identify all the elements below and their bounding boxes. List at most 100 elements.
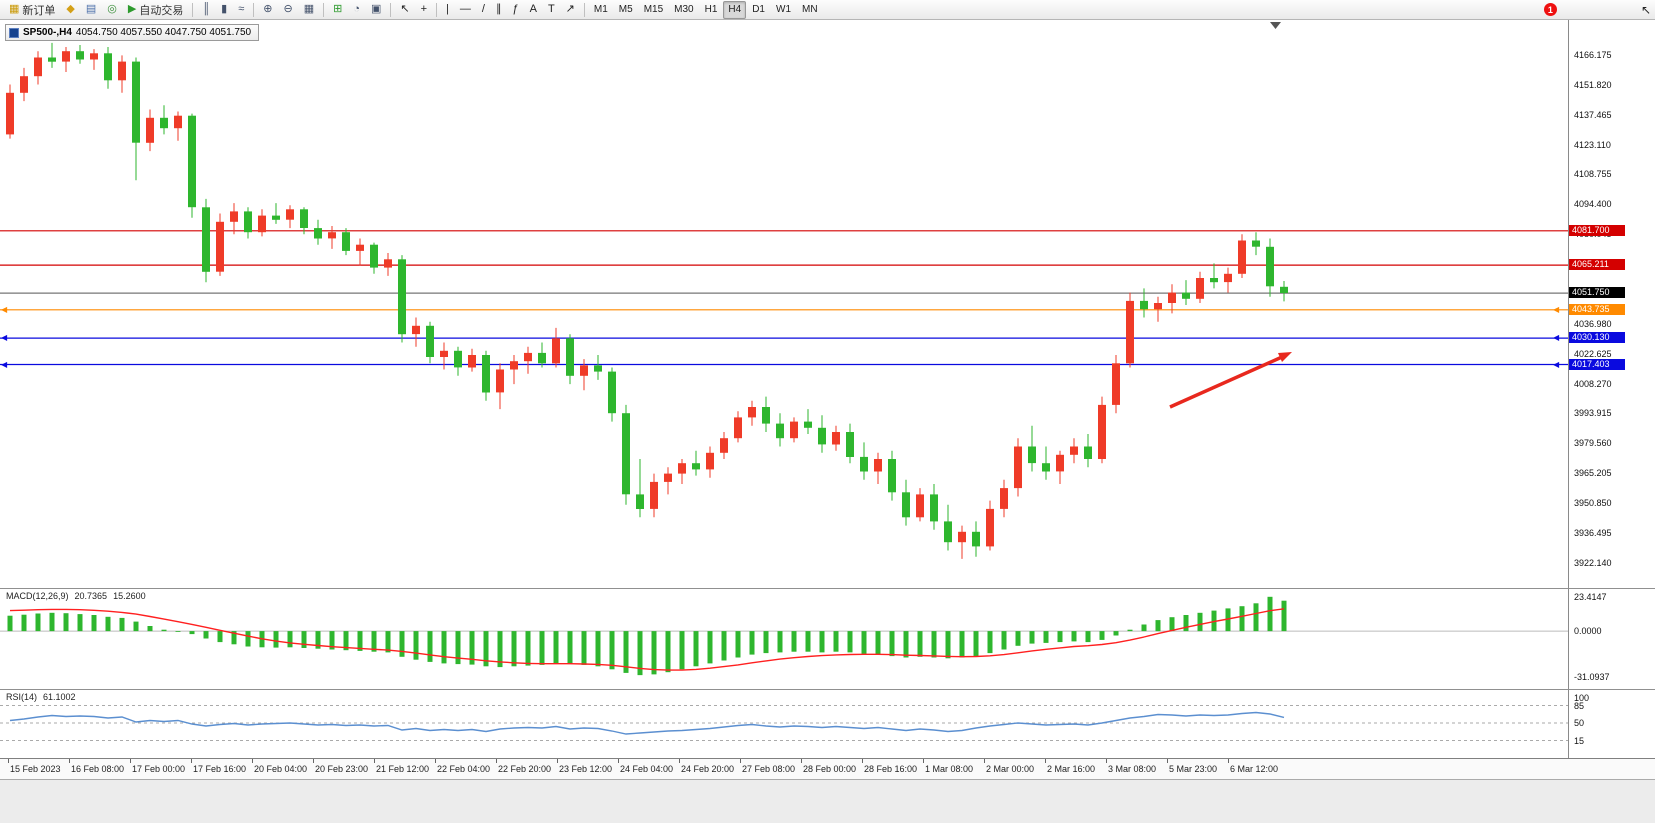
price-axis-label: 4036.980 — [1574, 319, 1612, 329]
new-chart-button[interactable]: ⊞ — [328, 0, 347, 19]
price-axis-label: 3950.850 — [1574, 498, 1612, 508]
timeframe-h4[interactable]: H4 — [723, 0, 747, 19]
timeframe-h1[interactable]: H1 — [704, 3, 718, 15]
screenshot-button[interactable]: ▣ — [366, 0, 386, 19]
candlestick-chart-button[interactable]: ▮ — [216, 0, 232, 19]
line-edge-marker: ◀ — [1, 360, 8, 369]
text-icon: A — [529, 3, 537, 15]
time-axis-label: 15 Feb 2023 — [10, 764, 61, 774]
time-axis-label: 22 Feb 20:00 — [498, 764, 552, 774]
price-tag: 4043.735 — [1569, 304, 1625, 315]
time-axis-label: 16 Feb 08:00 — [71, 764, 125, 774]
timeframe-m5[interactable]: M5 — [618, 3, 633, 15]
chart-title: SP500-,H4 — [23, 27, 72, 38]
price-axis-label: 4137.465 — [1574, 110, 1612, 120]
macd-axis-label: 23.4147 — [1574, 592, 1607, 602]
toolbar-separator — [390, 2, 392, 17]
line-chart-button[interactable]: ≈ — [233, 0, 249, 19]
line-chart-icon: ≈ — [238, 3, 245, 15]
price-axis[interactable]: 4166.175 4151.820 4137.465 4123.110 4108.755… — [1568, 20, 1655, 588]
time-axis-label: 17 Feb 16:00 — [193, 764, 247, 774]
line-edge-marker: ◀ — [1, 305, 8, 314]
vertical-line-button[interactable]: | — [441, 0, 454, 19]
refresh-icon-button[interactable]: ◎ — [102, 0, 122, 19]
timeframe-mn[interactable]: MN — [802, 3, 818, 15]
time-tick — [1167, 759, 1168, 763]
horizontal-line-button[interactable]: — — [455, 0, 476, 19]
period-icon: ◔ — [353, 3, 360, 15]
notification-badge[interactable]: 1 — [1543, 3, 1557, 16]
chart-ohlc: 4054.750 4057.550 4047.750 4051.750 — [75, 27, 252, 38]
rsi-axis-label: 85 — [1574, 701, 1585, 711]
toolbar-buttons: ▦ 新订单 ◆ ▤ ◎ ▶ 自动交易 ║ ▮ ≈ ⊕ ⊖ ▦ ⊞ ◔ ▣ ↖ + | — / ∥ ƒ A T ↗ — [4, 0, 588, 19]
time-tick — [8, 759, 9, 763]
time-axis-label: 24 Feb 20:00 — [681, 764, 735, 774]
zoom-out-button[interactable]: ⊖ — [278, 0, 297, 19]
time-tick — [313, 759, 314, 763]
time-axis[interactable]: 15 Feb 2023 16 Feb 08:00 17 Feb 00:00 17 Fe… — [0, 759, 1655, 780]
bar-chart-button[interactable]: ║ — [197, 0, 215, 19]
timeframe-bar: M1 M5 M15 M30 H1 H4 D1 W1 MN — [589, 0, 823, 19]
alerts-icon-icon: ◆ — [66, 3, 75, 15]
price-axis-label: 4022.625 — [1574, 349, 1612, 359]
text-label-icon: T — [547, 3, 555, 15]
horizontal-line-icon: — — [459, 3, 471, 15]
line-edge-marker: ◀ — [1553, 333, 1560, 342]
period-button[interactable]: ◔ — [348, 0, 365, 19]
price-axis-label: 4166.175 — [1574, 50, 1612, 60]
line-edge-marker: ◀ — [1553, 360, 1560, 369]
toolbar-right: 1 ↖ — [1543, 3, 1651, 17]
time-tick — [496, 759, 497, 763]
rsi-axis[interactable]: 100 85 50 15 — [1568, 690, 1655, 758]
timeframe-d1[interactable]: D1 — [752, 3, 765, 15]
time-tick — [435, 759, 436, 763]
price-axis-label: 3965.205 — [1574, 468, 1612, 478]
window-bottom-strip — [0, 780, 1655, 823]
rsi-label: RSI(14) 61.1002 — [6, 692, 76, 702]
fibonacci-button[interactable]: ƒ — [507, 0, 523, 19]
refresh-icon-icon: ◎ — [107, 3, 117, 15]
timeframe-m1[interactable]: M1 — [593, 3, 608, 15]
timeframe-m15[interactable]: M15 — [643, 3, 664, 15]
new-order-button[interactable]: ▦ 新订单 — [4, 0, 60, 19]
price-tag: 4017.403 — [1569, 359, 1625, 370]
macd-axis[interactable]: 23.4147 0.0000 -31.0937 — [1568, 589, 1655, 689]
cursor-icon: ↖ — [400, 3, 410, 15]
time-tick — [1045, 759, 1046, 763]
macd-chart[interactable] — [0, 589, 1568, 689]
arrows-button[interactable]: ↗ — [561, 0, 580, 19]
market-watch-icon-button[interactable]: ▤ — [81, 0, 101, 19]
rsi-chart[interactable] — [0, 690, 1568, 758]
time-tick — [69, 759, 70, 763]
channel-button[interactable]: ∥ — [491, 0, 507, 19]
time-tick — [618, 759, 619, 763]
arrows-icon: ↗ — [565, 3, 575, 15]
macd-value-signal: 15.2600 — [113, 591, 146, 601]
crosshair-button[interactable]: + — [416, 0, 432, 19]
channel-icon: ∥ — [495, 3, 502, 15]
rsi-svg — [0, 705, 1568, 741]
time-axis-label: 17 Feb 00:00 — [132, 764, 186, 774]
alerts-icon-button[interactable]: ◆ — [61, 0, 79, 19]
chart-title-strip[interactable]: SP500-,H4 4054.750 4057.550 4047.750 405… — [5, 24, 260, 41]
new-order-button-label: 新订单 — [22, 4, 56, 17]
toolbar-separator — [323, 2, 325, 17]
timeframe-m30[interactable]: M30 — [674, 3, 694, 15]
autotrading-button[interactable]: ▶ 自动交易 — [123, 0, 188, 19]
tile-windows-icon: ▦ — [303, 3, 315, 15]
text-button[interactable]: A — [525, 0, 542, 19]
price-axis-label: 3979.560 — [1574, 438, 1612, 448]
text-label-button[interactable]: T — [543, 0, 560, 19]
time-tick — [130, 759, 131, 763]
candlestick-chart[interactable]: ◀ ◀ ◀ ◀ ◀ ◀ — [0, 20, 1568, 588]
time-tick — [679, 759, 680, 763]
price-tag: 4065.211 — [1569, 259, 1625, 270]
tile-windows-button[interactable]: ▦ — [299, 0, 319, 19]
trendline-button[interactable]: / — [477, 0, 490, 19]
cursor-button[interactable]: ↖ — [395, 0, 414, 19]
line-edge-marker: ◀ — [1, 333, 8, 342]
bar-chart-icon: ║ — [202, 3, 211, 15]
zoom-in-button[interactable]: ⊕ — [258, 0, 277, 19]
timeframe-w1[interactable]: W1 — [776, 3, 791, 15]
macd-axis-label: 0.0000 — [1574, 626, 1602, 636]
